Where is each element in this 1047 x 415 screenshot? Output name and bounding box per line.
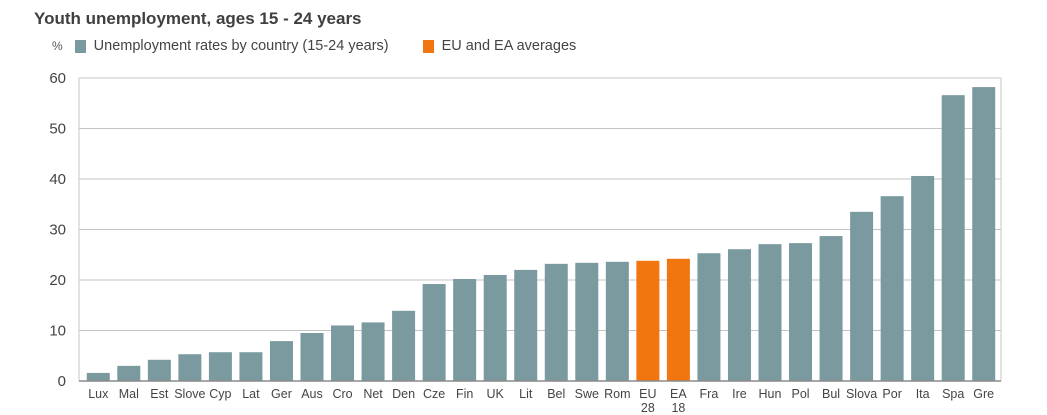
bar-slove	[178, 354, 202, 381]
x-tick-label: Slova	[846, 387, 877, 401]
bar-eu-28	[636, 260, 660, 381]
x-tick-label: 18	[671, 401, 685, 415]
bar-aus	[300, 333, 324, 381]
bar-cro	[331, 325, 355, 381]
x-tick-label: Net	[363, 387, 383, 401]
y-tick-label: 40	[49, 171, 66, 188]
y-unit-label: %	[52, 39, 63, 53]
chart-title: Youth unemployment, ages 15 - 24 years	[34, 9, 362, 28]
x-tick-label: Lat	[242, 387, 260, 401]
bar-bel	[544, 263, 568, 381]
x-tick-label: UK	[487, 387, 505, 401]
x-tick-label: Fra	[700, 387, 719, 401]
x-tick-label: Swe	[575, 387, 599, 401]
bar-slova	[850, 211, 874, 381]
x-tick-label: Mal	[119, 387, 139, 401]
bar-fra	[697, 253, 721, 381]
bar-ger	[269, 341, 293, 381]
bar-ita	[911, 175, 935, 381]
bar-hun	[758, 244, 782, 381]
x-axis-labels: Lux Mal Est Slove Cyp Lat Ger Aus Cro Net Den Cze Fi…	[88, 387, 994, 415]
x-tick-label: Pol	[791, 387, 809, 401]
y-tick-label: 0	[58, 373, 66, 390]
y-tick-label: 30	[49, 222, 66, 239]
bar-den	[392, 310, 416, 381]
x-tick-label: Gre	[973, 387, 994, 401]
bar-lux	[86, 372, 110, 381]
bar-por	[880, 196, 904, 381]
bar-gre	[972, 87, 996, 381]
y-tick-label: 50	[49, 121, 66, 138]
x-tick-label: Hun	[759, 387, 782, 401]
plot-frame	[78, 77, 1002, 382]
x-tick-label: Est	[150, 387, 169, 401]
x-tick-label: Lit	[519, 387, 533, 401]
x-tick-label: Ire	[732, 387, 747, 401]
bar-ire	[727, 249, 751, 381]
bar-spa	[941, 95, 965, 382]
x-tick-label: Cro	[332, 387, 352, 401]
bar-rom	[605, 261, 629, 381]
x-tick-label: Den	[392, 387, 415, 401]
legend-item-averages: EU and EA averages	[422, 38, 577, 54]
x-tick-label: Cze	[423, 387, 445, 401]
bar-lat	[239, 352, 263, 381]
x-tick-label: Ita	[916, 387, 930, 401]
y-tick-label: 10	[49, 323, 66, 340]
x-tick-label: 28	[641, 401, 655, 415]
bars	[86, 87, 996, 382]
bar-est	[147, 359, 171, 381]
bar-bul	[819, 236, 843, 381]
x-tick-label: Por	[882, 387, 901, 401]
legend-label-averages: EU and EA averages	[441, 38, 577, 54]
legend-label-countries: Unemployment rates by country (15-24 yea…	[93, 38, 389, 54]
bar-cyp	[208, 352, 232, 381]
y-tick-label: 60	[49, 70, 66, 87]
bar-cze	[422, 284, 446, 381]
x-tick-label: Ger	[271, 387, 292, 401]
x-tick-label: Lux	[88, 387, 109, 401]
x-tick-label: EU	[639, 387, 656, 401]
x-tick-label: Bel	[547, 387, 565, 401]
x-tick-label: Fin	[456, 387, 473, 401]
bar-uk	[483, 274, 507, 381]
bar-net	[361, 322, 385, 381]
bar-ea-18	[666, 258, 690, 381]
x-tick-label: EA	[670, 387, 687, 401]
x-tick-label: Rom	[604, 387, 630, 401]
legend-swatch-countries	[74, 39, 86, 53]
bar-pol	[789, 243, 813, 381]
legend: % Unemployment rates by country (15-24 y…	[52, 38, 610, 54]
bar-lit	[514, 269, 538, 381]
x-tick-label: Cyp	[209, 387, 231, 401]
bar-swe	[575, 262, 599, 381]
x-tick-label: Spa	[942, 387, 964, 401]
x-tick-label: Slove	[174, 387, 205, 401]
x-tick-label: Bul	[822, 387, 840, 401]
x-tick-label: Aus	[301, 387, 323, 401]
y-tick-label: 20	[49, 272, 66, 289]
bar-mal	[117, 365, 141, 381]
y-axis-ticks: 0 10 20 30 40 50 60	[49, 70, 66, 390]
legend-item-countries: Unemployment rates by country (15-24 yea…	[74, 38, 389, 54]
legend-swatch-averages	[422, 39, 434, 53]
bar-fin	[453, 278, 477, 381]
